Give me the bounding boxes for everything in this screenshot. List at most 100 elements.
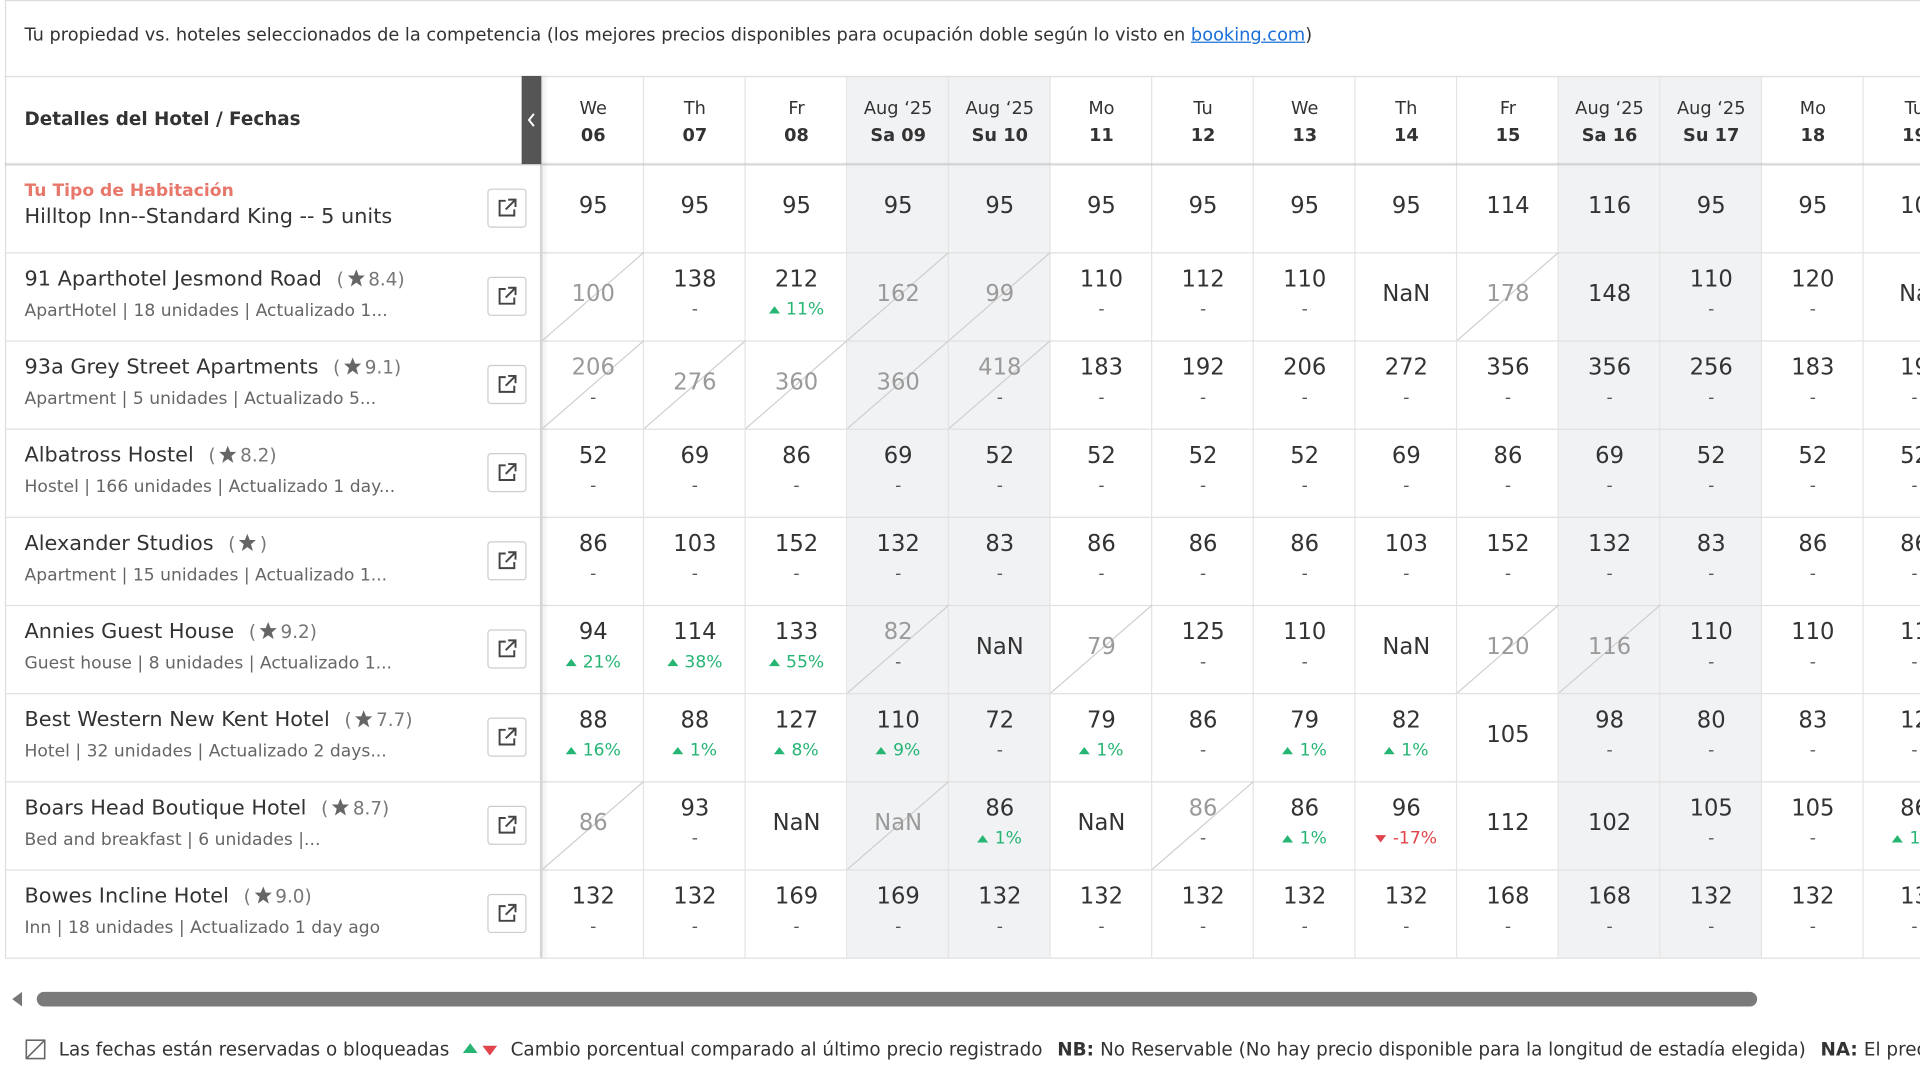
change-value: - (996, 740, 1003, 761)
hotel-name: Alexander Studios (24, 531, 214, 556)
price: 183 (1791, 355, 1835, 381)
change-value: - (1301, 388, 1308, 408)
change: - (644, 564, 746, 584)
blocked-slash (542, 340, 645, 429)
blocked-slash (847, 604, 949, 694)
open-link[interactable] (487, 893, 527, 934)
price-cell: 88 1% (644, 693, 746, 781)
price-cell: 132 - (1152, 869, 1254, 957)
change: 1% (949, 829, 1051, 849)
date-top: Aug ‘25 (1575, 99, 1644, 119)
change-value: - (996, 564, 1003, 585)
change: - (1254, 917, 1356, 937)
change-value: - (1606, 388, 1613, 408)
open-link[interactable] (487, 541, 527, 581)
hotel-title: 91 Aparthotel Jesmond Road (8.4) (24, 267, 404, 291)
price-cell: 105 - (1762, 781, 1864, 869)
open-link[interactable] (487, 188, 527, 228)
hotel-meta: Bed and breakfast | 6 unidades |... (24, 830, 321, 850)
open-link[interactable] (487, 453, 527, 493)
hotel-meta: ApartHotel | 18 unidades | Actualizado 1… (24, 301, 388, 321)
price-cell: 168 - (1559, 869, 1661, 957)
price: 11 (1900, 619, 1920, 646)
price: 110 (1079, 266, 1124, 293)
price: 132 (1689, 884, 1733, 910)
price: 52 (1188, 443, 1218, 469)
scrollbar-thumb[interactable] (36, 991, 1758, 1007)
price: 83 (1798, 707, 1828, 734)
property-price: 95 (578, 193, 608, 220)
link-icon (498, 286, 517, 305)
property-price: 116 (1587, 193, 1632, 220)
rating-value: 7.7 (376, 708, 406, 732)
change: 1% (1864, 829, 1920, 849)
price: 93 (680, 795, 710, 822)
hotel-name: 93a Grey Street Apartments (24, 355, 319, 380)
change-value: - (1911, 476, 1918, 496)
up-arrow (672, 746, 684, 755)
rate-table: Detalles del Hotel / Fechas We 06 Th 07 Fr 08 A… (4, 75, 1920, 959)
change-value: 1% (1401, 740, 1429, 761)
price: 102 (1587, 810, 1632, 837)
change: - (1559, 917, 1661, 937)
price: 112 (1181, 266, 1225, 293)
change: - (1660, 388, 1762, 408)
price: 418 (978, 355, 1022, 381)
change: - (1152, 829, 1254, 849)
price-cell: 52 - (1152, 429, 1254, 517)
row-sep (4, 781, 1920, 783)
change-value: - (1708, 388, 1715, 408)
price-cell: 112 (1457, 781, 1559, 869)
change-value: - (1809, 740, 1816, 761)
row-sep (4, 693, 1920, 695)
price: 86 (1087, 531, 1116, 558)
price-cell: 86 - (746, 429, 848, 517)
change: 9% (847, 741, 949, 760)
change-value: - (996, 476, 1003, 496)
change-value: - (1911, 917, 1918, 937)
change-value: - (1301, 652, 1308, 673)
open-link[interactable] (487, 629, 527, 669)
change: - (1051, 917, 1153, 937)
blocked-slash (542, 252, 645, 341)
collapse-toggle[interactable] (521, 75, 542, 165)
open-link[interactable] (487, 805, 527, 845)
price-cell: 133 55% (746, 605, 848, 693)
price: 105 (1689, 795, 1733, 822)
blocked-slash (948, 340, 1051, 429)
price-cell: 276 (644, 340, 746, 429)
price: 105 (1791, 795, 1835, 822)
change: 11% (746, 300, 848, 320)
price: 256 (1689, 355, 1733, 381)
change: - (847, 476, 949, 496)
hotel-title: Bowes Incline Hotel (9.0) (24, 884, 311, 908)
price: 178 (1486, 281, 1530, 308)
price: 356 (1486, 355, 1530, 381)
price: 132 (1283, 884, 1327, 910)
rating-value: 9.1 (364, 356, 394, 379)
price: 12 (1900, 707, 1920, 734)
link-icon (498, 463, 517, 481)
price-cell: 861% (1864, 781, 1920, 869)
change: - (949, 917, 1051, 937)
price: 192 (1181, 355, 1225, 381)
price: 276 (673, 369, 717, 396)
up-arrow (875, 746, 888, 755)
change: - (1051, 300, 1153, 320)
price: 132 (1587, 531, 1632, 558)
booking-link[interactable]: booking.com (1190, 25, 1306, 46)
blocked-slash (847, 252, 949, 341)
price: NaN (975, 634, 1024, 660)
open-link[interactable] (487, 276, 527, 316)
open-link[interactable] (487, 364, 527, 405)
change-value: - (1911, 388, 1918, 408)
change: - (1660, 829, 1762, 849)
open-link[interactable] (487, 717, 527, 757)
hotel-title: 93a Grey Street Apartments (9.1) (24, 355, 401, 379)
change-value: 1% (1299, 828, 1327, 849)
change-value: - (1809, 828, 1816, 849)
scroll-left[interactable] (12, 991, 23, 1007)
date-top: Aug ‘25 (965, 99, 1035, 119)
price-cell: 360 (745, 340, 848, 429)
change: - (1356, 388, 1458, 408)
